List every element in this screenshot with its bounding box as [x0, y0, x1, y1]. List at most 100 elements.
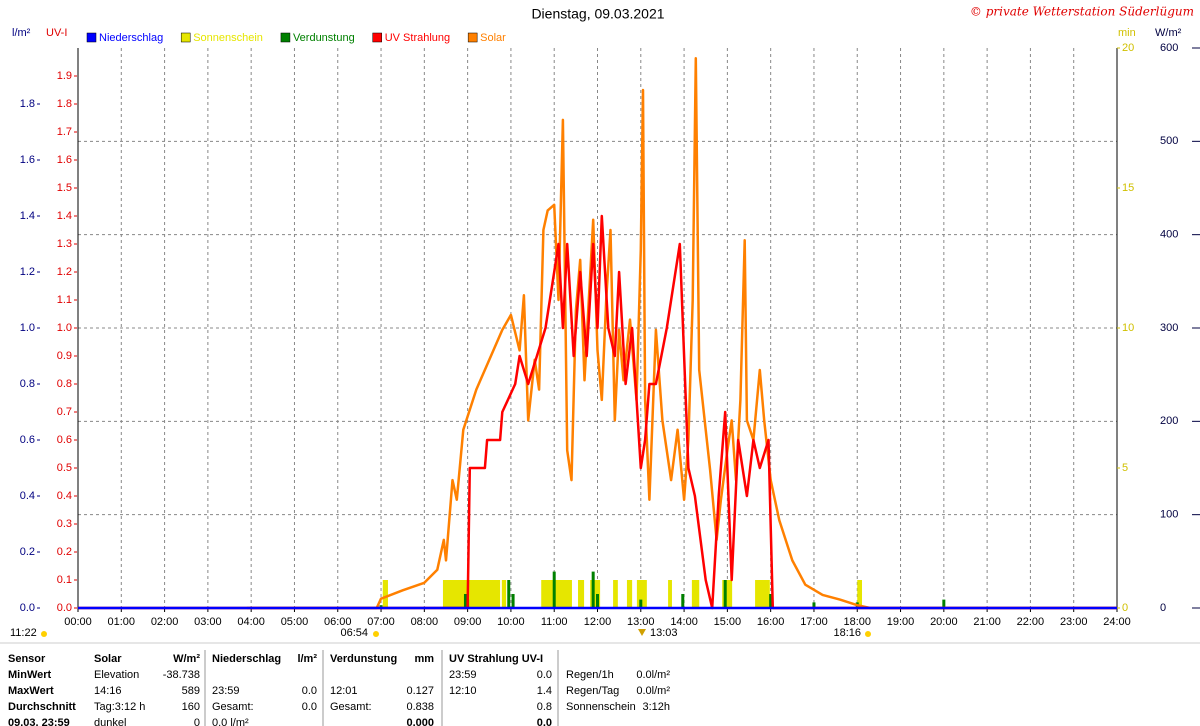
x-tick-label: 20:00 [930, 616, 958, 628]
y4-tick-label: 400 [1160, 229, 1178, 241]
sunshine-bar [613, 580, 618, 608]
table-cell: 23:59 [212, 685, 240, 697]
noon-marker [638, 629, 646, 636]
table-cell: Sensor [8, 653, 46, 665]
table-cell: 0.127 [406, 685, 434, 697]
table-cell: 12:10 [449, 685, 477, 697]
x-tick-label: 22:00 [1017, 616, 1045, 628]
table-cell: dunkel [94, 717, 126, 726]
x-tick-label: 04:00 [237, 616, 265, 628]
y2-tick-label: 0.9 [57, 350, 72, 362]
table-cell: Regen/1h [566, 669, 614, 681]
chart-title: Dienstag, 09.03.2021 [531, 6, 664, 22]
x-tick-label: 24:00 [1103, 616, 1131, 628]
table-cell: MaxWert [8, 685, 54, 697]
legend-swatch [86, 32, 97, 43]
sunshine-bar [501, 580, 507, 608]
y2-tick-label: 1.8 [57, 98, 72, 110]
series-line [246, 57, 1117, 610]
sunshine-bar [626, 580, 633, 608]
table-cell: W/m² [173, 653, 200, 665]
table-cell: 0.0 l/m² [212, 717, 249, 726]
x-tick-label: 15:00 [714, 616, 742, 628]
evaporation-bar [942, 599, 946, 608]
x-tick-label: 02:00 [151, 616, 179, 628]
y2-tick-label: 1.0 [57, 322, 72, 334]
evaporation-bar [591, 571, 595, 608]
sunshine-bar [442, 580, 501, 608]
time-annotation: 06:54 [340, 627, 368, 639]
evaporation-bar [507, 580, 511, 608]
y2-tick-label: 1.1 [57, 294, 72, 306]
table-cell: 09.03. 23:59 [8, 717, 70, 726]
y2-tick-label: 1.7 [57, 126, 72, 138]
legend-label: UV Strahlung [385, 32, 450, 44]
table-cell: Gesamt: [212, 701, 254, 713]
y3-tick-label: 15 [1122, 182, 1134, 194]
legend-label: Verdunstung [293, 32, 355, 44]
legend-label: Niederschlag [99, 32, 163, 44]
evaporation-bar [552, 571, 556, 608]
time-annotation: 18:16 [833, 627, 861, 639]
table-cell: 23:59 [449, 669, 477, 681]
sunshine-bar [578, 580, 585, 608]
sunshine-bar [590, 580, 601, 608]
table-cell: Regen/Tag [566, 685, 619, 697]
y2-tick-label: 0.3 [57, 518, 72, 530]
y3-axis-label: min [1118, 27, 1136, 39]
evaporation-bar [681, 594, 685, 608]
x-tick-label: 05:00 [281, 616, 309, 628]
evaporation-bar [639, 599, 643, 608]
y2-tick-label: 0.1 [57, 574, 72, 586]
y2-tick-label: 1.6 [57, 154, 72, 166]
x-tick-label: 12:00 [584, 616, 612, 628]
evaporation-bar [463, 594, 467, 608]
table-cell: 0.0l/m² [636, 685, 670, 697]
y-tick-label: 1.4 [20, 210, 35, 222]
table-cell: UV Strahlung UV-I [449, 653, 543, 665]
y4-axis-label: W/m² [1155, 27, 1182, 39]
y2-tick-label: 0.4 [57, 490, 72, 502]
x-tick-label: 07:00 [367, 616, 395, 628]
table-cell: 0.8 [537, 701, 552, 713]
sun-icon [865, 631, 871, 637]
table-cell: 14:16 [94, 685, 122, 697]
y2-tick-label: 0.7 [57, 406, 72, 418]
table-cell: 1.4 [537, 685, 552, 697]
evaporation-bar [812, 602, 816, 608]
table-cell: Durchschnitt [8, 701, 76, 713]
time-annotation: 11:22 [10, 627, 37, 639]
y3-tick-label: 20 [1122, 42, 1134, 54]
y-axis-label: l/m² [12, 27, 31, 39]
y-tick-label: 1.8 [20, 98, 35, 110]
y4-tick-label: 0 [1160, 602, 1166, 614]
copyright: © private Wetterstation Süderlügum [970, 5, 1194, 19]
table-cell: 0.0 [537, 669, 552, 681]
y-tick-label: 0.8 [20, 378, 35, 390]
evaporation-bar [723, 580, 727, 608]
x-tick-label: 13:00 [627, 616, 655, 628]
x-tick-label: 14:00 [670, 616, 698, 628]
sunshine-bar [691, 580, 700, 608]
x-tick-label: 00:00 [64, 616, 92, 628]
table-cell: Verdunstung [330, 653, 397, 665]
y2-tick-label: 1.2 [57, 266, 72, 278]
sunshine-bar [668, 580, 672, 608]
legend-swatch [180, 32, 191, 43]
sunshine-bar [857, 580, 863, 608]
evaporation-bar [511, 594, 515, 608]
table-cell: Solar [94, 653, 122, 665]
legend-swatch [372, 32, 382, 43]
evaporation-bar [379, 605, 383, 608]
x-tick-label: 08:00 [411, 616, 439, 628]
legend-swatch [280, 32, 291, 43]
x-tick-label: 10:00 [497, 616, 525, 628]
table-cell: Tag:3:12 h [94, 701, 145, 713]
table-cell: 12:01 [330, 685, 358, 697]
legend-swatch [467, 32, 478, 43]
x-tick-label: 19:00 [887, 616, 915, 628]
table-cell: 0 [194, 717, 200, 726]
sunshine-bar [722, 580, 733, 608]
y4-tick-label: 100 [1160, 509, 1178, 521]
